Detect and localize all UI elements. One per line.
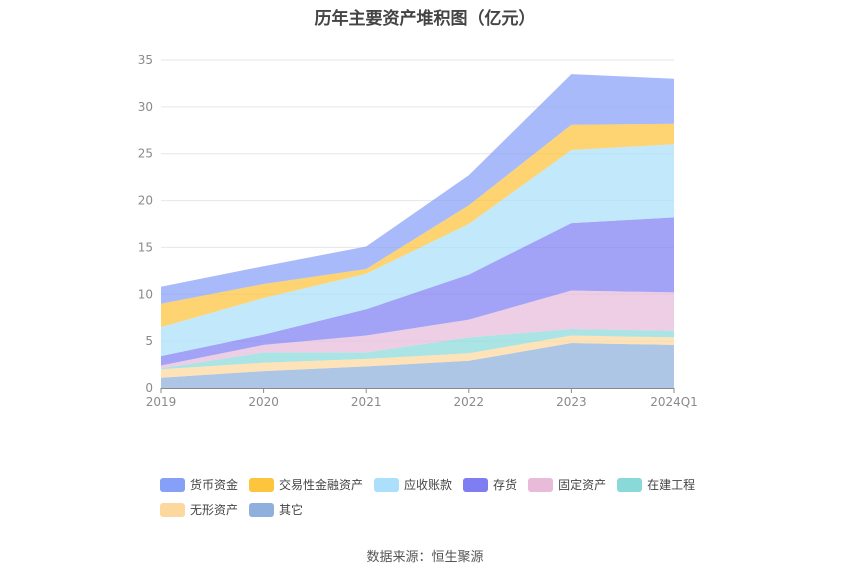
legend-item[interactable]: 固定资产 xyxy=(528,476,606,493)
legend-item[interactable]: 在建工程 xyxy=(617,476,695,493)
legend-label: 其它 xyxy=(279,503,304,517)
legend-swatch xyxy=(463,477,489,492)
legend-item[interactable]: 应收账款 xyxy=(374,476,452,493)
area-series-在建工程 xyxy=(161,329,674,370)
area-series-应收账款 xyxy=(161,144,674,357)
y-tick-label: 30 xyxy=(138,100,153,114)
x-tick-label: 2023 xyxy=(556,395,587,409)
legend-swatch xyxy=(374,477,400,492)
legend-row: 无形资产 其它 xyxy=(160,497,760,522)
y-axis-labels: 0 5 10 15 20 25 30 35 xyxy=(138,53,153,395)
legend-swatch xyxy=(617,477,643,492)
y-tick-label: 35 xyxy=(138,53,153,67)
area-series-其它 xyxy=(161,343,674,388)
legend-item[interactable]: 存货 xyxy=(463,476,517,493)
area-series-货币资金 xyxy=(161,74,674,304)
legend-swatch xyxy=(528,477,554,492)
legend-swatch xyxy=(160,477,185,492)
x-tick-label: 2019 xyxy=(146,395,177,409)
chart-title: 历年主要资产堆积图（亿元） xyxy=(314,9,536,29)
legend-item[interactable]: 无形资产 xyxy=(160,501,238,518)
x-tick-label: 2020 xyxy=(248,395,279,409)
legend-swatch xyxy=(249,502,275,517)
legend-label: 在建工程 xyxy=(647,478,696,492)
area-series-group xyxy=(161,74,674,388)
data-source: 数据来源：恒生聚源 xyxy=(366,550,484,565)
legend-label: 存货 xyxy=(493,478,518,492)
legend-swatch xyxy=(160,502,185,517)
y-tick-label: 15 xyxy=(138,240,153,254)
legend-label: 无形资产 xyxy=(190,503,239,517)
x-axis xyxy=(160,388,675,393)
area-series-固定资产 xyxy=(161,290,674,369)
y-tick-label: 25 xyxy=(138,147,153,161)
area-series-交易性金融资产 xyxy=(161,123,674,328)
y-tick-label: 5 xyxy=(145,334,153,348)
y-tick-label: 20 xyxy=(138,194,153,208)
legend-item[interactable]: 货币资金 xyxy=(160,476,238,493)
legend-label: 交易性金融资产 xyxy=(279,478,364,492)
legend-label: 固定资产 xyxy=(558,478,607,492)
y-tick-label: 0 xyxy=(145,381,153,395)
x-tick-label: 2024Q1 xyxy=(650,395,698,409)
area-series-存货 xyxy=(161,217,674,366)
legend-label: 货币资金 xyxy=(190,478,239,492)
legend-row: 货币资金 交易性金融资产 应收账款 存货 固定资产 在建工程 xyxy=(160,472,760,497)
x-axis-labels: 2019 2020 2021 2022 2023 2024Q1 xyxy=(146,395,698,409)
legend-item[interactable]: 交易性金融资产 xyxy=(249,476,363,493)
y-tick-label: 10 xyxy=(138,287,153,301)
area-series-无形资产 xyxy=(161,335,674,378)
legend-swatch xyxy=(249,477,275,492)
x-tick-label: 2022 xyxy=(454,395,485,409)
legend-label: 应收账款 xyxy=(404,478,453,492)
chart-legend: 货币资金 交易性金融资产 应收账款 存货 固定资产 在建工程 无形资产 其它 xyxy=(160,472,760,522)
x-tick-label: 2021 xyxy=(351,395,382,409)
legend-item[interactable]: 其它 xyxy=(249,501,303,518)
